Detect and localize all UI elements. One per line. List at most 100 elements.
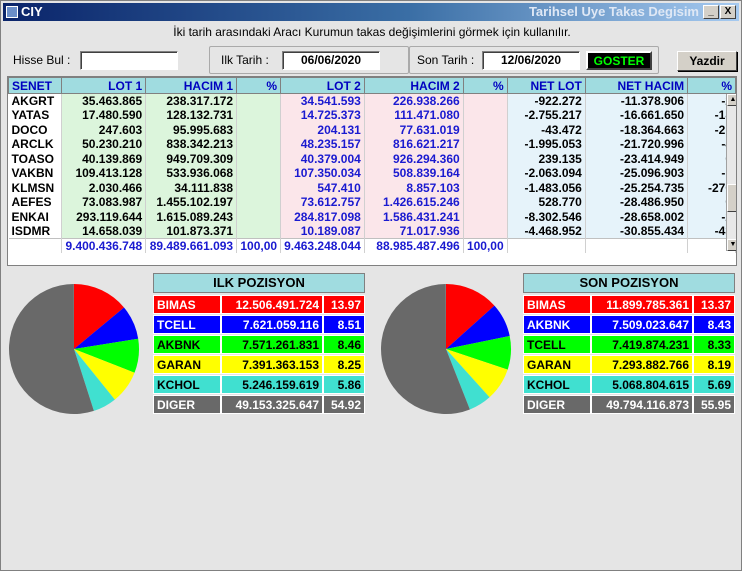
position-value: 5.068.804.615 [591,375,693,394]
position-row: GARAN 7.391.363.153 8.25 [153,355,365,374]
position-row: KCHOL 5.246.159.619 5.86 [153,375,365,394]
column-header[interactable]: NET LOT [506,77,586,94]
table-row[interactable]: TOASO 40.139.869 949.709.309 40.379.004 926.… [8,151,736,166]
table-cell: 34.541.593 [280,93,365,108]
table-cell: 239.135 [507,151,586,166]
table-row[interactable]: ENKAI 293.119.644 1.615.089.243 284.817.098… [8,209,736,224]
table-cell: 107.350.034 [280,166,365,181]
table-row[interactable]: AKGRT 35.463.865 238.317.172 34.541.593 226.… [8,93,736,108]
table-cell: 40.139.869 [61,151,147,166]
column-header[interactable]: HACIM 2 [363,77,464,94]
position-row: AKBNK 7.509.023.647 8.43 [523,315,735,334]
close-button[interactable]: X [720,5,736,19]
table-row[interactable]: ISDMR 14.658.039 101.873.371 10.189.087 71.0… [8,224,736,239]
table-cell: 2.030.466 [61,180,147,195]
table-cell: -25.096.903 [585,166,689,181]
table-cell: 40.379.004 [280,151,365,166]
table-vertical-scrollbar[interactable]: ▲ ▼ [726,94,736,251]
table-row[interactable]: YATAS 17.480.590 128.132.731 14.725.373 111.… [8,108,736,123]
column-header[interactable]: NET HACIM [584,77,689,94]
table-cell: -23.414.949 [585,151,689,166]
table-cell: DOCO [8,122,63,137]
table-cell: 533.936.068 [145,166,238,181]
table-cell: 8.857.103 [364,180,464,195]
column-header[interactable]: HACIM 1 [145,77,238,94]
position-name: AKBNK [153,335,221,354]
column-header[interactable]: LOT 1 [61,77,147,94]
table-row[interactable]: ARCLK 50.230.210 838.342.213 48.235.157 816.… [8,137,736,152]
pie-slice-akbnk [74,338,139,373]
table-cell: -28.658.002 [585,209,689,224]
column-header[interactable]: SENET [8,77,63,94]
position-value: 7.621.059.116 [221,315,323,334]
position-name: BIMAS [153,295,221,314]
table-cell: 293.119.644 [61,209,147,224]
table-row[interactable]: DOCO 247.603 95.995.683 204.131 77.631.019 -4… [8,122,736,137]
ilk-tarih-group [209,46,409,74]
pie-slice-akbnk [446,305,510,349]
totals-row: 9.400.436.748 89.489.661.093 100,00 9.463.2… [8,238,736,253]
app-icon[interactable] [6,6,18,18]
total-cell: 88.985.487.496 [364,238,464,253]
table-cell: 0 [687,195,736,210]
table-cell: ARCLK [8,137,63,152]
title-bar[interactable]: CIY Tarihsel Uye Takas Degisim _ X [3,3,739,21]
table-row[interactable]: AEFES 73.083.987 1.455.102.197 73.612.757 1.… [8,195,736,210]
table-cell: 1.615.089.243 [145,209,238,224]
son-tarih-input[interactable]: 12/06/2020 [482,51,580,70]
column-header[interactable]: LOT 2 [280,77,365,94]
column-header[interactable]: % [462,77,508,94]
minimize-button[interactable]: _ [703,5,719,19]
hisse-bul-input[interactable] [80,51,178,70]
total-cell: 100,00 [463,238,508,253]
goster-button[interactable]: GOSTER [586,51,652,70]
table-cell: 226.938.266 [364,93,464,108]
yazdir-button[interactable]: Yazdir [677,51,737,71]
table-cell: -28.486.950 [585,195,689,210]
pie-slice-tcell [74,307,139,349]
table-cell: 528.770 [507,195,586,210]
total-cell: 89.489.661.093 [145,238,238,253]
table-cell [236,166,282,181]
table-cell: 50.230.210 [61,137,147,152]
table-cell: 10.189.087 [280,224,365,239]
position-name: AKBNK [523,315,591,334]
position-value: 7.391.363.153 [221,355,323,374]
position-value: 11.899.785.361 [591,295,693,314]
table-cell: KLMSN [8,180,63,195]
takas-table[interactable]: SENET LOT 1 HACIM 1% LOT 2 HACIM 2% NET LOT NE… [7,76,737,266]
position-row: KCHOL 5.068.804.615 5.69 [523,375,735,394]
table-cell: VAKBN [8,166,63,181]
table-cell [463,122,508,137]
position-name: TCELL [523,335,591,354]
pie-slice-garan [446,349,508,398]
table-cell [463,93,508,108]
table-cell [463,108,508,123]
pie-slice-bimas [74,284,125,349]
position-row: DIGER 49.794.116.873 55.95 [523,395,735,414]
total-cell [585,238,689,253]
position-row: TCELL 7.621.059.116 8.51 [153,315,365,334]
scroll-thumb[interactable] [727,184,736,212]
table-cell: 17.480.590 [61,108,147,123]
column-header[interactable]: % [236,77,282,94]
position-pct: 8.43 [693,315,735,334]
table-cell [236,137,282,152]
total-cell [8,238,63,253]
scroll-up-icon[interactable]: ▲ [727,94,736,106]
table-cell: ISDMR [8,224,63,239]
table-row[interactable]: VAKBN 109.413.128 533.936.068 107.350.034 50… [8,166,736,181]
table-cell [463,151,508,166]
table-row[interactable]: KLMSN 2.030.466 34.111.838 547.410 8.857.103… [8,180,736,195]
info-text: İki tarih arasındaki Aracı Kurumun takas… [173,25,571,39]
position-value: 49.794.116.873 [591,395,693,414]
pie-slice-kchol [446,349,490,410]
scroll-down-icon[interactable]: ▼ [727,239,736,251]
table-cell: 128.132.731 [145,108,238,123]
ilk-tarih-input[interactable]: 06/06/2020 [282,51,380,70]
table-cell: -2 [687,209,736,224]
column-header[interactable]: % [687,77,736,94]
position-value: 49.153.325.647 [221,395,323,414]
position-pct: 8.51 [323,315,365,334]
